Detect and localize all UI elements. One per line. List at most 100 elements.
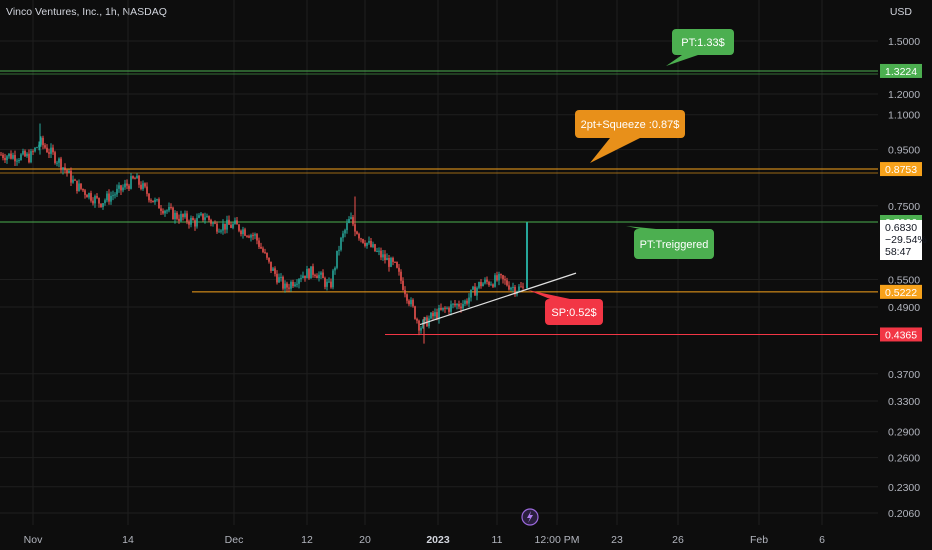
candle-body xyxy=(210,219,212,224)
candle-body xyxy=(396,261,398,268)
candle-body xyxy=(230,224,232,228)
candle-body xyxy=(282,276,284,289)
candle-body xyxy=(60,158,62,170)
candle-body xyxy=(400,271,402,281)
candle-body xyxy=(324,278,326,287)
candle-body xyxy=(466,300,468,304)
candle-body xyxy=(198,215,200,218)
candle-body xyxy=(110,195,112,202)
candle-body xyxy=(26,153,28,157)
candle-body xyxy=(292,281,294,287)
candle-body xyxy=(194,220,196,227)
candle-body xyxy=(4,157,6,161)
x-tick-label: 23 xyxy=(611,534,623,546)
candle-body xyxy=(68,170,70,173)
candle-body xyxy=(402,280,404,290)
candle-body xyxy=(128,185,130,189)
candle-body xyxy=(200,213,202,216)
candle-body xyxy=(474,286,476,296)
candle-body xyxy=(138,175,140,185)
candle-body xyxy=(428,318,430,327)
candle-body xyxy=(342,233,344,238)
callout-tail xyxy=(590,138,640,163)
callout-tail xyxy=(666,55,698,66)
candle-body xyxy=(266,252,268,258)
candle-body xyxy=(434,312,436,317)
candle-body xyxy=(472,286,474,290)
candle-body xyxy=(48,152,50,154)
candle-body xyxy=(38,144,40,148)
candle-body xyxy=(488,281,490,286)
candle-body xyxy=(336,250,338,268)
candle-body xyxy=(522,286,524,288)
candle-body xyxy=(330,281,332,288)
candle-body xyxy=(486,279,488,282)
candle-body xyxy=(8,153,10,157)
candle-body xyxy=(416,318,418,321)
candle-body xyxy=(146,186,148,194)
candle-body xyxy=(410,299,412,305)
candle-body xyxy=(318,274,320,279)
candle-body xyxy=(80,183,82,189)
candle-body xyxy=(46,147,48,153)
candle-body xyxy=(188,221,190,225)
candle-body xyxy=(32,151,34,153)
annotations: PT:1.33$ 2pt+Squeeze :0.87$ PT:Treiggered S… xyxy=(528,29,734,325)
candle-body xyxy=(236,220,238,225)
y-tick-label: 0.3300 xyxy=(888,396,920,408)
y-tick-label: 0.2600 xyxy=(888,453,920,465)
candle-body xyxy=(44,145,46,148)
candle-body xyxy=(376,250,378,252)
candle-body xyxy=(214,222,216,224)
candle-body xyxy=(218,231,220,233)
x-tick-label: 6 xyxy=(819,534,825,546)
candle-body xyxy=(436,312,438,319)
candle-body xyxy=(512,286,514,288)
candle-body xyxy=(220,230,222,232)
candle-body xyxy=(108,193,110,202)
y-tick-label: 0.7500 xyxy=(888,201,920,213)
candle-body xyxy=(224,223,226,230)
candle-body xyxy=(82,188,84,191)
callout-box xyxy=(634,229,714,259)
candle-body xyxy=(344,230,346,234)
candle-body xyxy=(494,275,496,287)
candle-body xyxy=(496,275,498,281)
candle-body xyxy=(346,223,348,231)
candle-body xyxy=(300,278,302,280)
candle-body xyxy=(2,154,4,158)
candle-body xyxy=(372,244,374,247)
candle-body xyxy=(102,203,104,208)
candle-body xyxy=(86,194,88,198)
y-tick-label: 0.2900 xyxy=(888,427,920,439)
x-tick-label: 20 xyxy=(359,534,371,546)
candle-body xyxy=(478,282,480,288)
candle-body xyxy=(6,156,8,161)
candle-body xyxy=(462,303,464,309)
price-badge-label: 0.4365 xyxy=(885,329,917,341)
candle-body xyxy=(254,234,256,236)
candle-body xyxy=(384,254,386,261)
candle-body xyxy=(54,152,56,163)
candle-body xyxy=(34,147,36,152)
last-price-text: 58:47 xyxy=(885,246,911,258)
candle-body xyxy=(492,284,494,287)
candle-body xyxy=(248,236,250,238)
callout-text: SP:0.52$ xyxy=(551,307,596,319)
candle-body xyxy=(378,250,380,252)
candle-body xyxy=(176,212,178,219)
candle-body xyxy=(456,303,458,306)
candle-body xyxy=(484,279,486,284)
candle-body xyxy=(100,203,102,208)
candle-body xyxy=(320,272,322,275)
candle-body xyxy=(180,214,182,221)
callout-tail xyxy=(528,290,570,299)
candle-body xyxy=(450,304,452,312)
y-tick-label: 1.2000 xyxy=(888,89,920,101)
candle-body xyxy=(118,185,120,189)
candle-body xyxy=(258,240,260,247)
candle-body xyxy=(70,170,72,183)
candle-body xyxy=(406,294,408,301)
y-tick-label: 0.2060 xyxy=(888,508,920,520)
